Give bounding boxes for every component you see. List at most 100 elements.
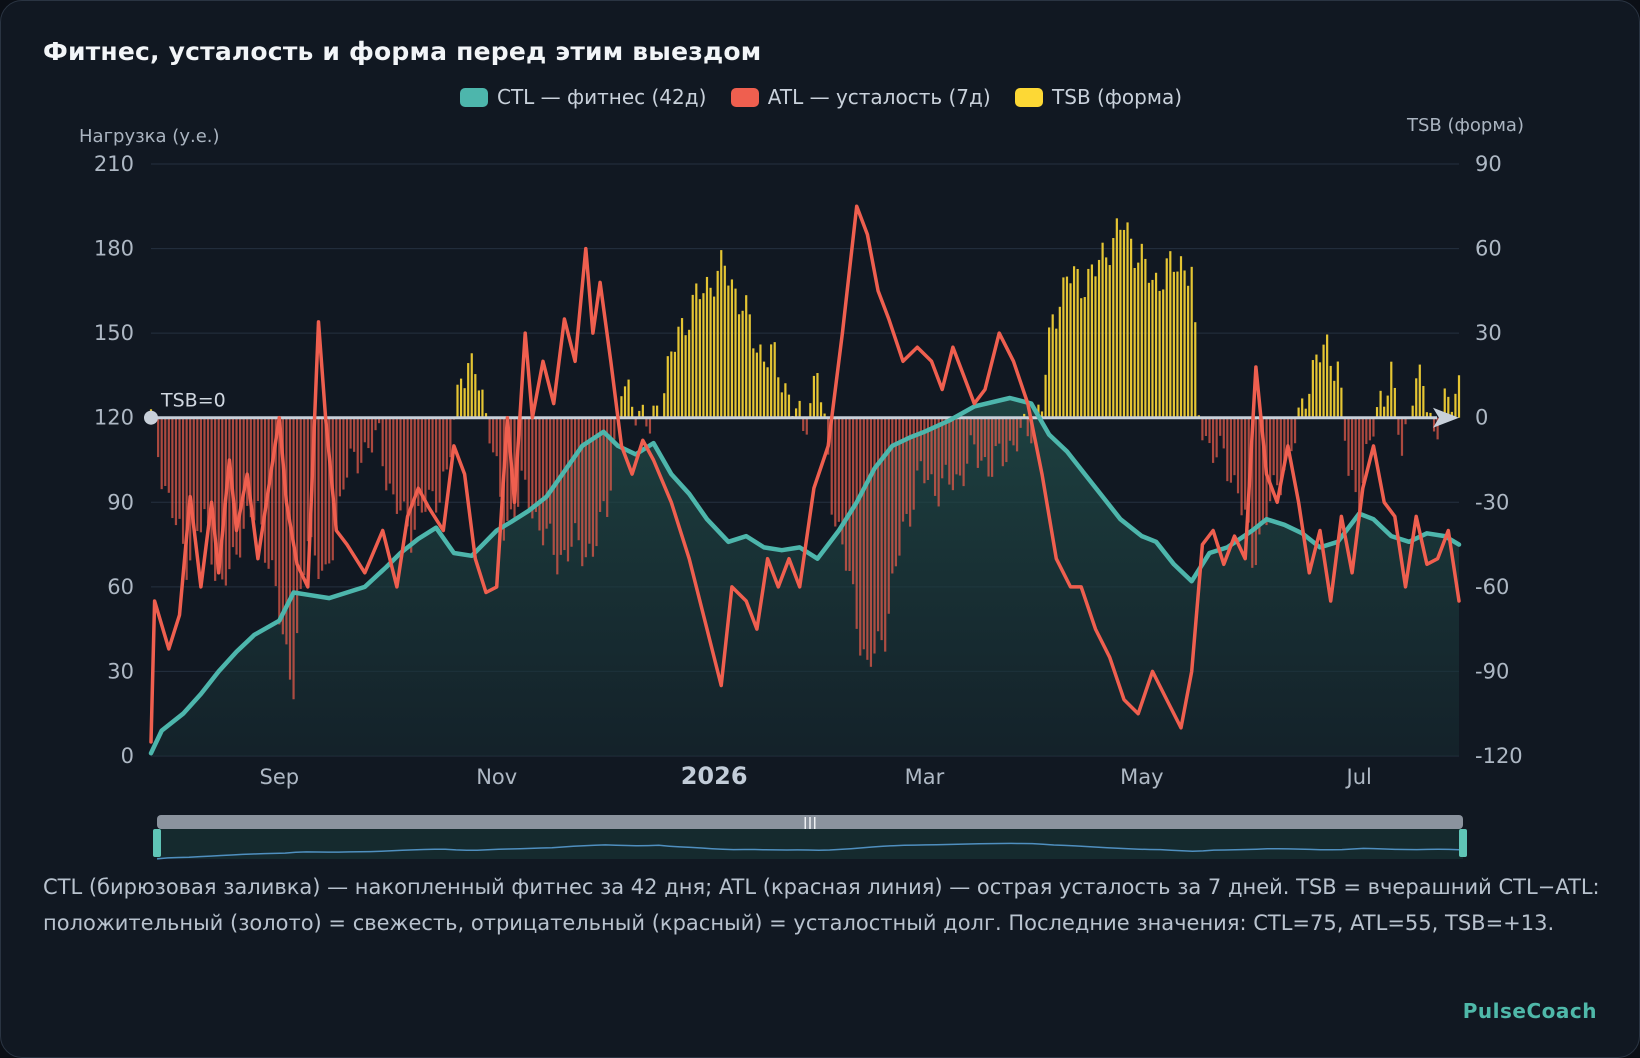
tsb-bar-positive — [477, 390, 480, 418]
tsb-bar-negative — [367, 417, 370, 449]
tsb-bar-negative — [1240, 417, 1243, 516]
tsb-bar-positive — [1393, 387, 1396, 418]
tsb-bar-positive — [1048, 327, 1051, 418]
tsb-bar-negative — [1397, 417, 1400, 435]
tsb-bar-negative — [613, 417, 616, 440]
tsb-bar-positive — [1454, 393, 1457, 418]
tsb-bar-positive — [1062, 277, 1065, 418]
tsb-bar-positive — [777, 377, 780, 418]
tsb-bar-negative — [413, 417, 416, 530]
y-left-tick-label: 120 — [94, 406, 134, 430]
tsb-bar-positive — [723, 265, 726, 418]
y-left-tick-label: 150 — [94, 321, 134, 345]
tsb-bar-negative — [164, 417, 167, 486]
tsb-bar-positive — [1126, 222, 1129, 418]
zoom-slider-right-handle[interactable] — [1459, 829, 1467, 857]
tsb-bar-positive — [691, 294, 694, 418]
legend-label-ctl: CTL — фитнес (42д) — [496, 85, 707, 109]
x-tick-label: Sep — [260, 765, 300, 789]
tsb-bar-positive — [784, 383, 787, 418]
legend-label-atl: ATL — усталость (7д) — [767, 85, 991, 109]
tsb-bar-negative — [235, 417, 238, 555]
zoom-slider-left-handle[interactable] — [153, 829, 161, 857]
tsb-bar-negative — [363, 417, 366, 443]
tsb-bar-negative — [1244, 417, 1247, 510]
tsb-bar-positive — [1080, 298, 1083, 418]
tsb-bar-negative — [1201, 417, 1204, 441]
tsb-bar-negative — [445, 417, 448, 470]
tsb-bar-negative — [1222, 417, 1225, 449]
legend: CTL — фитнес (42д) ATL — усталость (7д) … — [1, 85, 1639, 109]
tsb-bar-positive — [456, 384, 459, 418]
tsb-bar-positive — [652, 405, 655, 418]
tsb-bar-negative — [976, 417, 979, 468]
x-tick-label: Mar — [905, 765, 945, 789]
tsb-bar-negative — [1204, 417, 1208, 437]
y-left-axis-title: Нагрузка (у.е.) — [79, 126, 220, 147]
tsb-bar-positive — [1065, 276, 1069, 418]
legend-item-atl[interactable]: ATL — усталость (7д) — [730, 85, 991, 109]
tsb-bar-negative — [1400, 417, 1404, 456]
tsb-bar-negative — [392, 417, 395, 495]
tsb-zero-label: TSB=0 — [160, 390, 226, 412]
tsb-bar-positive — [1415, 378, 1418, 418]
tsb-bar-negative — [844, 417, 848, 571]
tsb-bar-positive — [1169, 251, 1172, 418]
tsb-bar-negative — [306, 417, 309, 542]
tsb-bar-positive — [1101, 242, 1104, 418]
y-right-tick-label: -120 — [1475, 744, 1523, 768]
tsb-bar-negative — [937, 417, 940, 507]
tsb-bar-negative — [427, 417, 431, 490]
tsb-bar-positive — [1326, 334, 1329, 418]
tsb-bar-negative — [541, 417, 545, 546]
legend-item-tsb[interactable]: TSB (форма) — [1015, 85, 1182, 109]
tsb-bar-positive — [680, 318, 684, 418]
tsb-bar-positive — [1386, 395, 1389, 418]
tsb-bar-positive — [620, 396, 623, 418]
tsb-bar-negative — [438, 417, 441, 503]
tsb-bar-positive — [688, 329, 691, 418]
y-right-tick-label: 0 — [1475, 406, 1488, 430]
tsb-bar-positive — [705, 276, 709, 418]
tsb-bar-negative — [299, 417, 302, 589]
tsb-bar-positive — [1301, 398, 1304, 418]
tsb-bar-negative — [206, 417, 210, 524]
tsb-bar-negative — [239, 417, 242, 558]
zoom-slider-bar[interactable] — [157, 815, 1463, 829]
tsb-bar-positive — [463, 388, 466, 418]
tsb-bar-negative — [887, 417, 890, 614]
tsb-bar-negative — [303, 417, 306, 576]
tsb-bar-negative — [944, 417, 947, 465]
tsb-bar-negative — [1347, 417, 1350, 476]
tsb-bar-positive — [809, 403, 812, 418]
tsb-bar-negative — [174, 417, 178, 526]
tsb-bar-positive — [1119, 229, 1122, 418]
tsb-bar-positive — [474, 374, 477, 418]
tsb-bar-negative — [1358, 417, 1361, 519]
zoom-slider-preview-line — [156, 842, 1460, 860]
tsb-bar-positive — [1076, 268, 1079, 418]
tsb-bar-negative — [862, 417, 865, 650]
tsb-bar-positive — [627, 379, 630, 418]
legend-swatch-ctl — [459, 88, 488, 107]
tsb-bar-positive — [780, 392, 783, 418]
tsb-bar-positive — [1162, 289, 1165, 418]
tsb-bar-negative — [260, 417, 263, 525]
tsb-bar-negative — [584, 417, 587, 558]
tsb-bar-negative — [1211, 417, 1215, 463]
tsb-bar-negative — [499, 417, 502, 497]
tsb-bar-negative — [1368, 417, 1371, 441]
tsb-bar-positive — [787, 394, 791, 418]
tsb-bar-positive — [720, 250, 723, 418]
tsb-bar-negative — [531, 417, 534, 519]
tsb-bar-negative — [1432, 417, 1436, 432]
tsb-bar-negative — [1404, 417, 1407, 425]
x-tick-label: Jul — [1345, 765, 1372, 789]
tsb-bar-negative — [1012, 417, 1015, 446]
tsb-bar-negative — [406, 417, 409, 527]
tsb-bar-negative — [488, 417, 491, 444]
legend-item-ctl[interactable]: CTL — фитнес (42д) — [459, 85, 707, 109]
tsb-bar-negative — [848, 417, 851, 572]
x-tick-label: May — [1120, 765, 1163, 789]
tsb-bar-negative — [1269, 417, 1272, 502]
